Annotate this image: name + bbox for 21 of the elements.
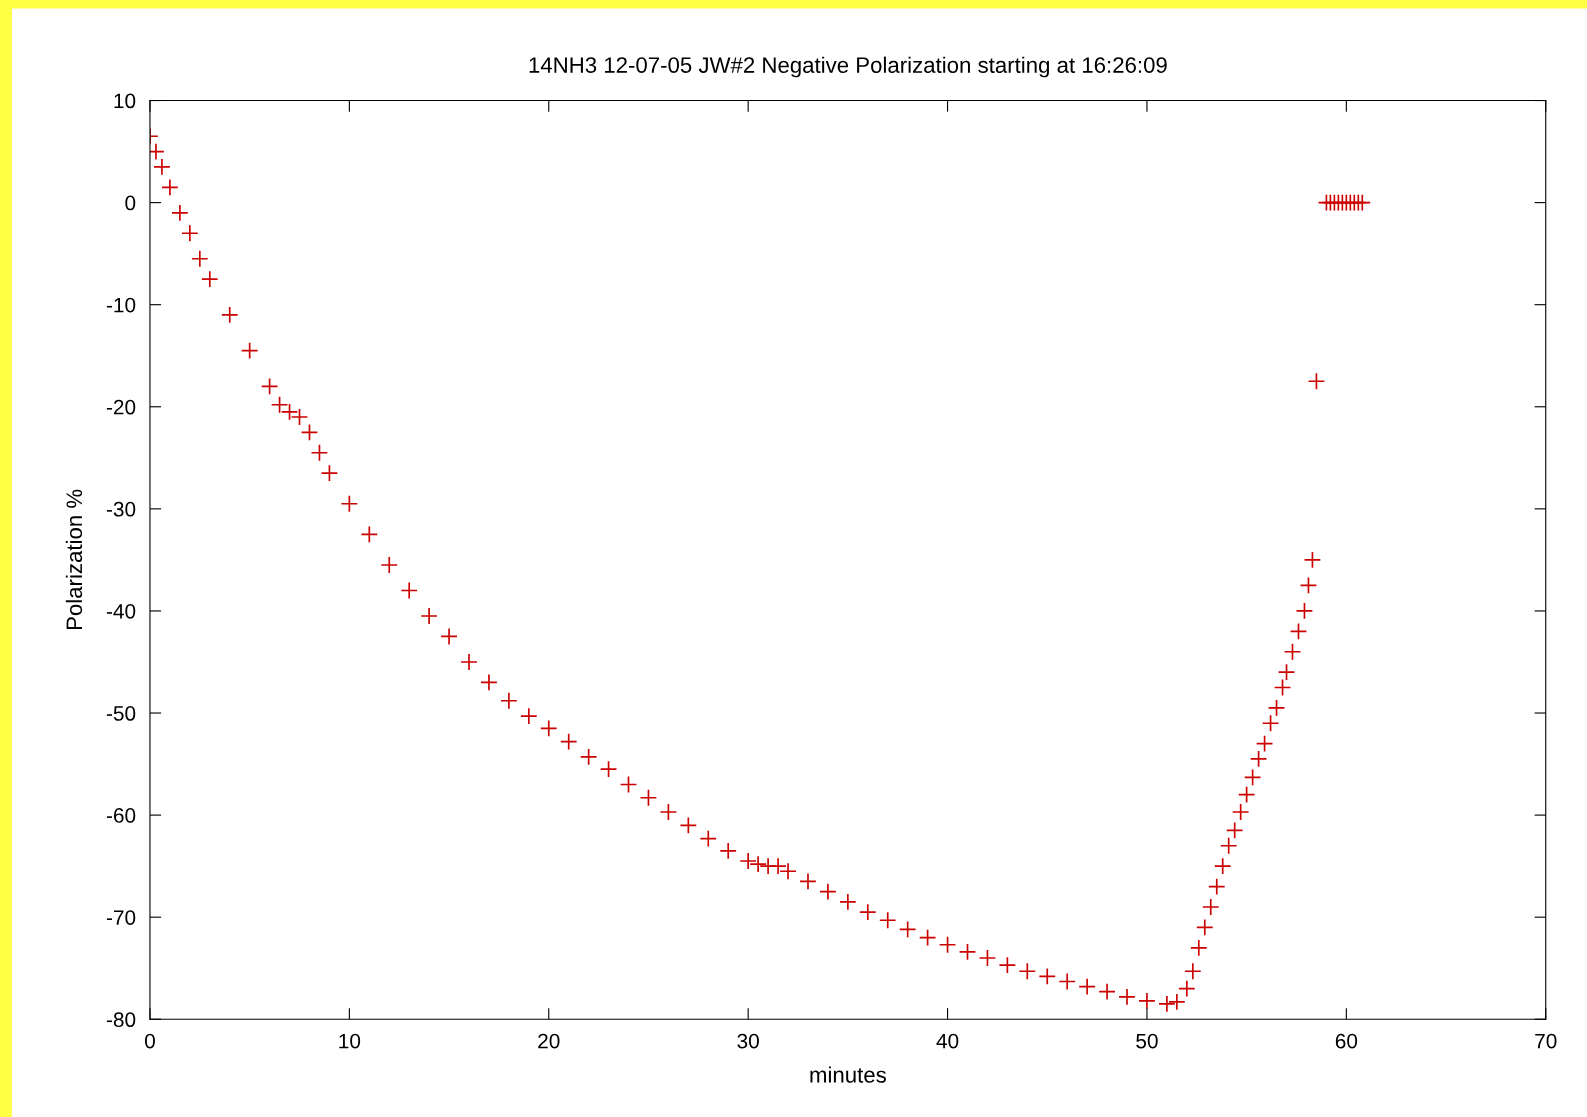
y-tick-label: 0 (125, 195, 136, 211)
y-tick-label: -60 (106, 808, 136, 823)
y-tick-label: -40 (106, 603, 136, 619)
y-tick-label: -80 (106, 1012, 136, 1028)
y-tick-label: -70 (106, 910, 136, 925)
x-tick-label: 40 (936, 1033, 959, 1049)
y-tick-label: 10 (114, 93, 136, 109)
x-tick-label: 30 (737, 1033, 759, 1049)
y-tick-label: -30 (106, 501, 136, 517)
y-tick-label: -50 (106, 706, 136, 721)
x-tick-label: 20 (538, 1033, 560, 1049)
y-tick-label: -20 (106, 399, 136, 415)
y-axis-title: Polarization % (65, 489, 83, 630)
x-tick-label: 50 (1136, 1033, 1158, 1049)
x-tick-label: 70 (1535, 1033, 1557, 1049)
x-tick-label: 0 (144, 1033, 155, 1049)
x-axis-title: minutes (810, 1066, 886, 1083)
y-tick-label: -10 (106, 297, 136, 313)
x-tick-label: 60 (1335, 1033, 1358, 1049)
x-tick-label: 10 (339, 1033, 361, 1049)
chart-title: 14NH3 12-07-05 JW#2 Negative Polarization starting at 16:26:09 (529, 56, 1167, 78)
